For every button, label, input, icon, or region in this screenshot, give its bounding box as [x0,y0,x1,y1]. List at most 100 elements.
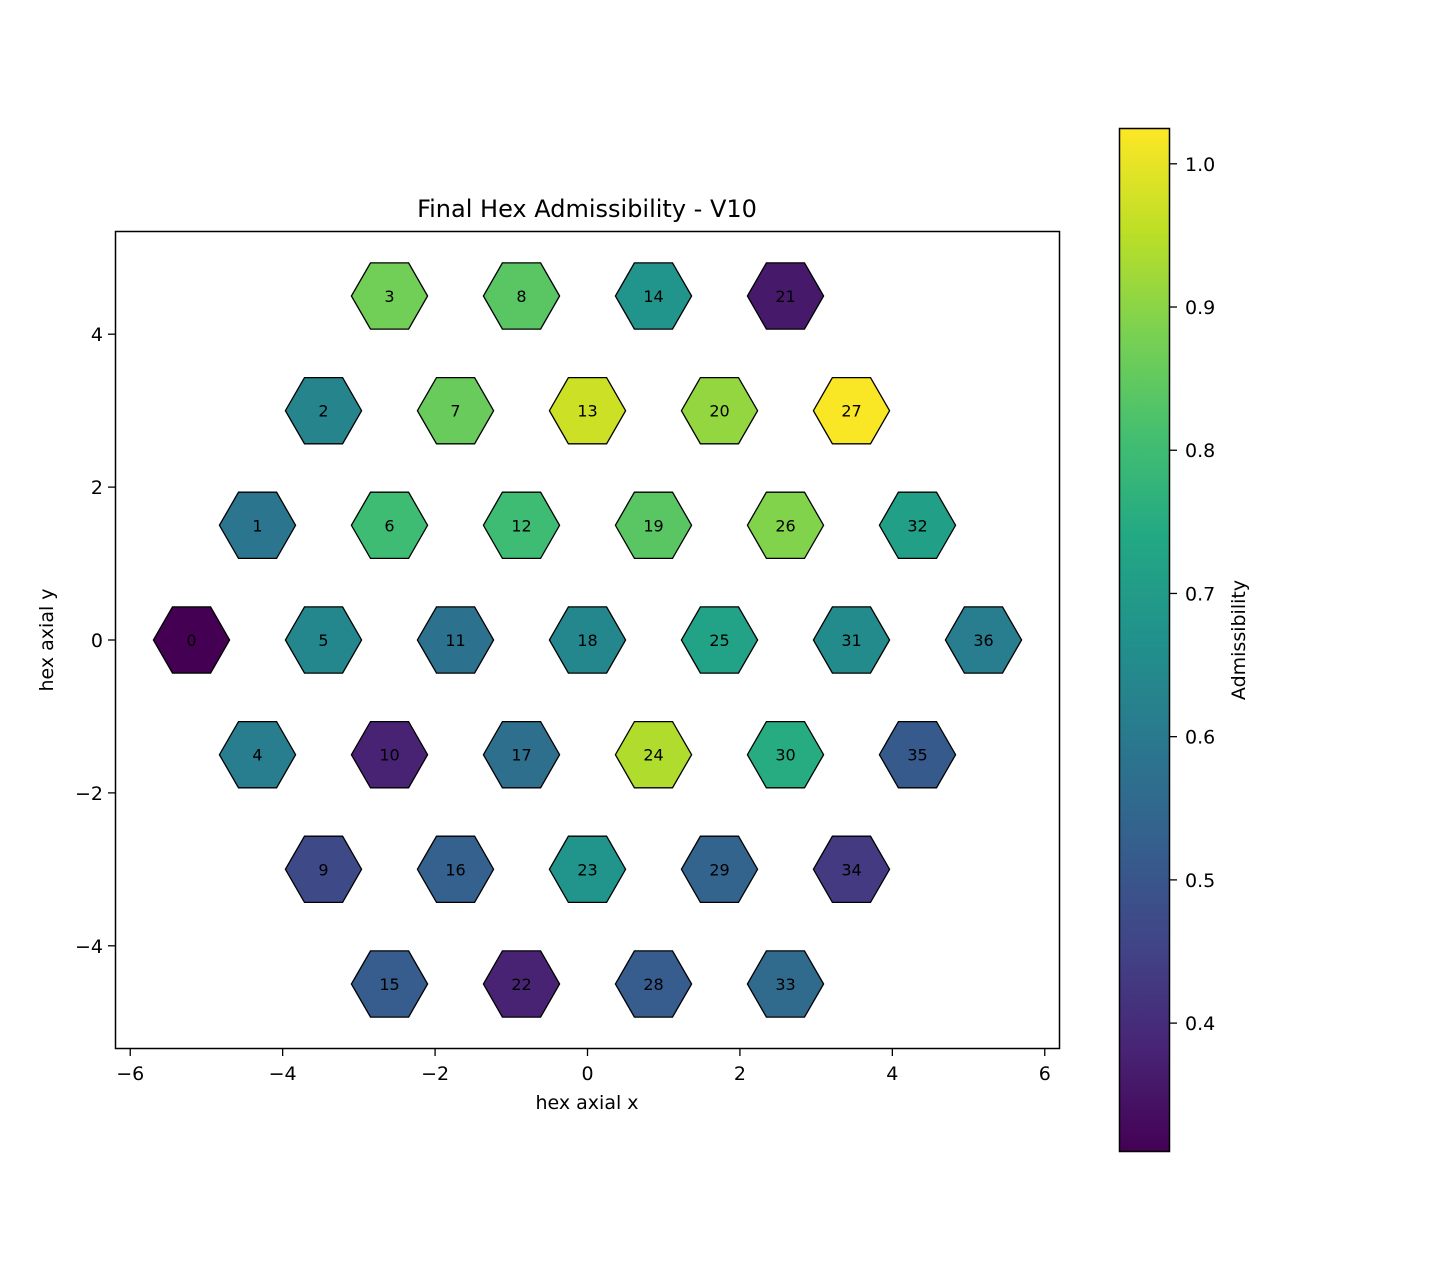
hex-label: 14 [643,287,663,306]
hex-shape [812,835,891,904]
hex-label: 30 [775,746,795,765]
hex-shape [680,376,759,445]
hex-cell: 36 [944,606,1023,674]
hex-shape [680,606,759,674]
hex-shape [416,606,495,674]
hex-shape [680,835,759,904]
hex-label: 16 [445,860,465,879]
hex-shape [482,720,561,789]
hex-label: 15 [379,975,399,994]
hex-cell: 17 [482,720,561,789]
hex-label: 13 [577,402,597,421]
hex-label: 18 [577,631,597,650]
hex-label: 11 [445,631,465,650]
y-axis-label: hex axial y [36,588,58,691]
x-axis-label: hex axial x [535,1092,638,1114]
hex-cell: 28 [614,950,693,1018]
colorbar-ticks: 0.4 0.5 0.6 0.7 0.8 0.9 1.0 [1170,154,1215,1035]
hex-layer: 0123456789101112131415161718192021222324… [152,262,1023,1018]
hex-label: 5 [318,631,328,650]
hex-shape [746,491,825,560]
hex-label: 26 [775,516,795,535]
hex-shape [548,376,627,445]
hex-label: 7 [450,402,460,421]
hex-cell: 0 [152,606,231,674]
hex-label: 21 [775,287,795,306]
hex-cell: 27 [812,376,891,445]
hex-shape [284,835,363,904]
hex-cell: 6 [350,491,429,560]
y-tick-label: 2 [91,477,103,499]
hex-label: 22 [511,975,531,994]
hex-cell: 11 [416,606,495,674]
hex-label: 27 [841,402,861,421]
hex-cell: 35 [878,720,957,789]
chart-title: Final Hex Admissibility - V10 [417,195,757,223]
hex-shape [614,720,693,789]
hex-cell: 34 [812,835,891,904]
hex-shape [350,950,429,1018]
colorbar-tick-label: 0.8 [1185,440,1215,462]
hex-shape [218,720,297,789]
hex-cell: 18 [548,606,627,674]
colorbar-tick-label: 0.7 [1185,583,1215,605]
hex-cell: 12 [482,491,561,560]
hex-cell: 25 [680,606,759,674]
hex-label: 23 [577,860,597,879]
x-tick-label: 2 [734,1063,746,1085]
x-tick-label: −4 [269,1063,297,1085]
x-tick-label: 0 [581,1063,593,1085]
hex-shape [284,376,363,445]
hex-cell: 7 [416,376,495,445]
plot-area: 0123456789101112131415161718192021222324… [75,230,1061,1085]
colorbar-label: Admissibility [1228,580,1250,700]
colorbar-tick-label: 0.6 [1185,727,1215,749]
hex-cell: 8 [482,262,561,330]
colorbar: 0.4 0.5 0.6 0.7 0.8 0.9 1.0 Admissibility [1118,127,1250,1153]
hex-shape [482,950,561,1018]
x-axis-ticks: −6 −4 −2 0 2 4 6 [116,1049,1051,1085]
hex-cell: 10 [350,720,429,789]
hex-cell: 16 [416,835,495,904]
y-tick-label: 0 [91,630,103,652]
hex-shape [746,262,825,330]
hex-shape [746,720,825,789]
hex-label: 25 [709,631,729,650]
hex-cell: 32 [878,491,957,560]
hex-shape [878,720,957,789]
hex-shape [614,262,693,330]
hex-cell: 4 [218,720,297,789]
y-axis-ticks: −4 −2 0 2 4 [75,324,115,958]
hex-label: 28 [643,975,663,994]
hex-shape [350,720,429,789]
hex-label: 29 [709,860,729,879]
hex-shape [878,491,957,560]
hex-label: 10 [379,746,399,765]
hex-cell: 15 [350,950,429,1018]
hex-cell: 31 [812,606,891,674]
x-tick-label: −2 [421,1063,449,1085]
hex-label: 0 [186,631,196,650]
hex-shape [548,606,627,674]
hex-cell: 2 [284,376,363,445]
hex-cell: 29 [680,835,759,904]
hex-label: 12 [511,516,531,535]
colorbar-tick-label: 0.4 [1185,1013,1215,1035]
hex-shape [812,376,891,445]
hex-label: 24 [643,746,663,765]
hex-cell: 26 [746,491,825,560]
hex-cell: 9 [284,835,363,904]
hex-cell: 23 [548,835,627,904]
hex-shape [350,262,429,330]
hex-shape [746,950,825,1018]
plot-frame [114,230,1061,1050]
hex-shape [284,606,363,674]
x-tick-label: −6 [116,1063,144,1085]
hex-cell: 19 [614,491,693,560]
hex-shape [152,606,231,674]
y-tick-label: −2 [75,783,103,805]
hex-cell: 3 [350,262,429,330]
hex-label: 20 [709,402,729,421]
hex-shape [416,835,495,904]
hex-label: 3 [384,287,394,306]
